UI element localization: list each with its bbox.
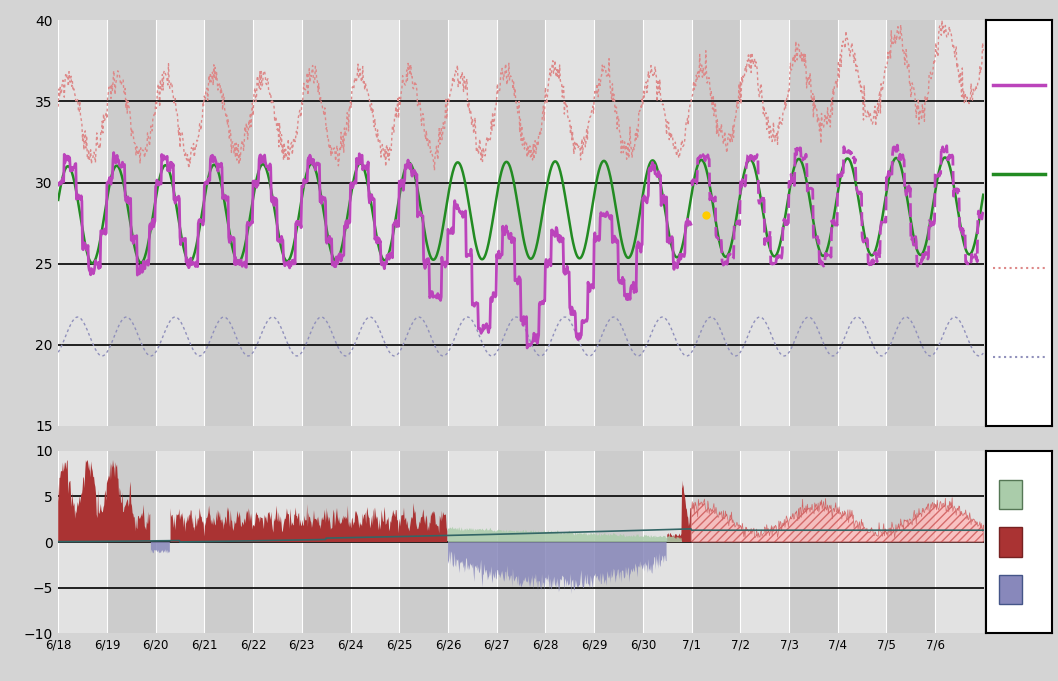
Bar [253, 20, 302, 426]
Bar [107, 451, 156, 633]
Bar [253, 451, 302, 633]
Bar [595, 451, 643, 633]
Bar [643, 451, 692, 633]
Bar [496, 20, 546, 426]
Bar [999, 575, 1022, 604]
Bar [58, 451, 107, 633]
Bar [156, 20, 204, 426]
Bar [999, 480, 1022, 509]
Bar [350, 20, 399, 426]
Bar [204, 451, 253, 633]
Bar [156, 451, 204, 633]
Bar [399, 451, 448, 633]
Bar [204, 20, 253, 426]
Bar [350, 451, 399, 633]
Bar [399, 20, 448, 426]
Bar [838, 451, 887, 633]
Bar [789, 451, 838, 633]
Bar [302, 20, 350, 426]
Bar [546, 451, 595, 633]
Bar [448, 451, 496, 633]
Bar [692, 20, 741, 426]
Bar [595, 20, 643, 426]
Bar [999, 528, 1022, 556]
Bar [887, 20, 935, 426]
Bar [741, 451, 789, 633]
Bar [838, 20, 887, 426]
Bar [887, 451, 935, 633]
Bar [107, 20, 156, 426]
Bar [935, 20, 984, 426]
Bar [643, 20, 692, 426]
Bar [789, 20, 838, 426]
Bar [58, 20, 107, 426]
Bar [448, 20, 496, 426]
Bar [546, 20, 595, 426]
Bar [741, 20, 789, 426]
Bar [496, 451, 546, 633]
Bar [935, 451, 984, 633]
Bar [302, 451, 350, 633]
Bar [692, 451, 741, 633]
